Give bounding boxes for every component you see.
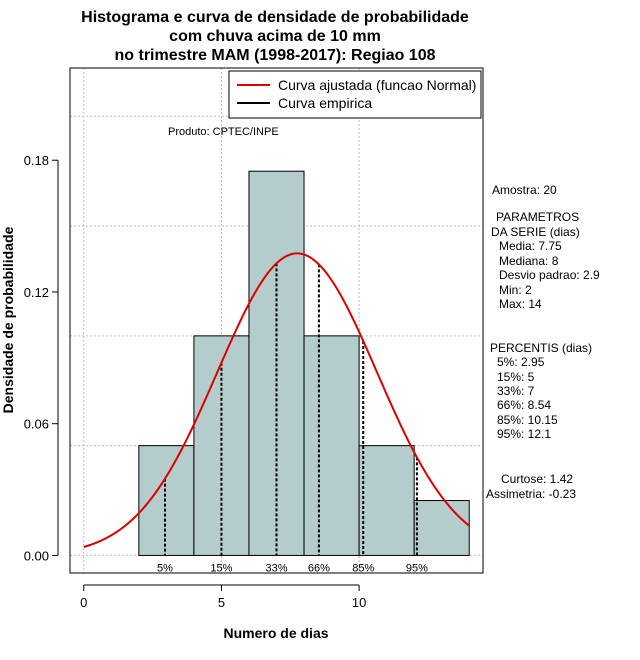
legend-label-empirical: Curva empirica [278,95,372,111]
y-axis-label: Densidade de probabilidade [0,226,16,413]
stats-p85: 85%: 10.15 [497,413,558,427]
histogram-bar [138,445,195,556]
y-axis: 0.00 0.06 0.12 0.18 [24,153,59,563]
stats-p33: 33%: 7 [497,384,535,398]
stats-curtose: Curtose: 1.42 [501,472,573,486]
legend-label-normal: Curva ajustada (funcao Normal) [278,77,476,93]
percentile-label: 85% [352,562,374,574]
percentile-lines: 5% 15% 33% 66% 85% 95% [157,263,428,574]
chart-title-line-1: Histograma e curva de densidade de proba… [81,9,469,26]
stats-p5: 5%: 2.95 [497,355,545,369]
x-tick-label: 5 [218,595,225,610]
histogram-bar [303,335,360,556]
stats-desvio: Desvio padrao: 2.9 [499,268,600,282]
stats-parametros-title-2: DA SERIE (dias) [491,225,580,239]
percentile-label: 95% [406,562,428,574]
stats-p95: 95%: 12.1 [497,427,551,441]
stats-p66: 66%: 8.54 [497,398,551,412]
y-tick-label: 0.00 [24,548,49,563]
percentile-label: 5% [157,562,173,574]
y-tick-label: 0.12 [24,285,49,300]
percentile-label: 15% [210,562,232,574]
percentile-label: 33% [265,562,287,574]
y-tick-label: 0.18 [24,153,49,168]
histogram-bar [248,170,305,556]
stats-media: Media: 7.75 [499,239,562,253]
y-tick-label: 0.06 [24,417,49,432]
stats-assimetria: Assimetria: -0.23 [486,487,576,501]
stats-p15: 15%: 5 [497,370,535,384]
stats-mediana: Mediana: 8 [499,254,559,268]
x-axis: 0 5 10 [80,584,366,610]
chart-title-line-3: no trimestre MAM (1998-2017): Regiao 108 [115,47,436,64]
x-tick-label: 10 [352,595,366,610]
stats-amostra: Amostra: 20 [492,183,557,197]
x-tick-label: 0 [80,595,87,610]
stats-min: Min: 2 [499,283,532,297]
x-axis-label: Numero de dias [223,625,328,641]
chart-title-line-2: com chuva acima de 10 mm [169,28,381,45]
legend: Curva ajustada (funcao Normal) Curva emp… [228,70,482,119]
percentile-label: 66% [308,562,330,574]
stats-panel: Amostra: 20 PARAMETROS DA SERIE (dias) M… [486,183,600,501]
histogram-bar [413,500,470,556]
stats-max: Max: 14 [499,297,542,311]
normal-curve-line [83,252,470,548]
product-annotation: Produto: CPTEC/INPE [168,126,279,138]
histogram-bars [138,170,470,556]
histogram-bar [358,445,415,556]
stats-percentis-title: PERCENTIS (dias) [490,341,592,355]
stats-parametros-title-1: PARAMETROS [496,210,579,224]
legend-box [228,70,482,119]
plot-frame [69,67,484,574]
